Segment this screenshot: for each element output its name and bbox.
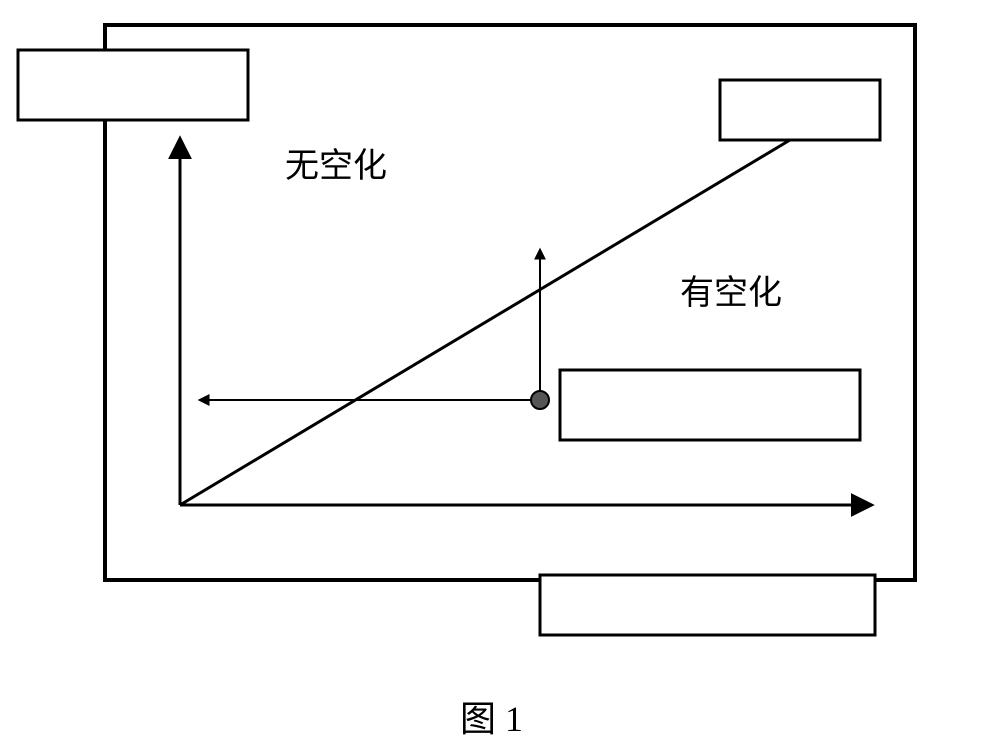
diagram-canvas: 无空化 有空化 图 1: [0, 0, 1000, 750]
box-top_left: [18, 50, 248, 120]
label-cavitation: 有空化: [680, 265, 782, 314]
box-mid_right: [560, 370, 860, 440]
box-top_right: [720, 80, 880, 140]
operating-point: [200, 250, 549, 409]
diagram-svg: [0, 0, 1000, 750]
boundary-line: [180, 140, 790, 505]
label-no-cavitation: 无空化: [285, 138, 387, 187]
point-marker: [531, 391, 549, 409]
box-bottom: [540, 575, 875, 635]
axes: [180, 140, 870, 505]
figure-caption: 图 1: [460, 690, 523, 742]
